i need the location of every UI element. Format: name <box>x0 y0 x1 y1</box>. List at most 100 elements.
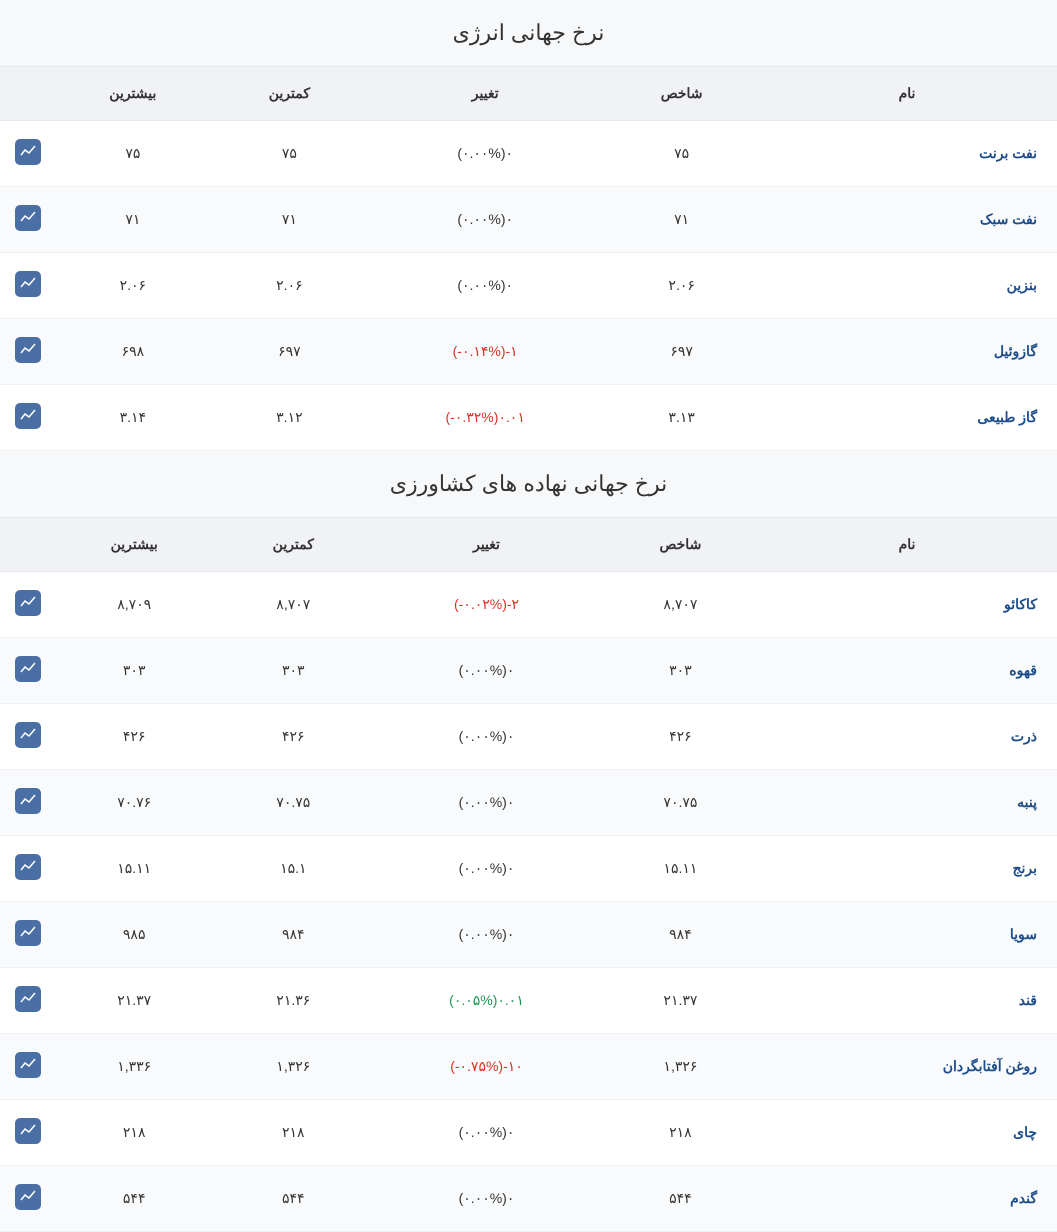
col-high: بیشترین <box>51 67 215 121</box>
chart-icon[interactable] <box>15 1052 41 1078</box>
name-cell[interactable]: برنج <box>757 836 1057 902</box>
energy-table: نام شاخص تغییر کمترین بیشترین نفت برنت۷۵… <box>0 67 1057 451</box>
section-title-agri: نرخ جهانی نهاده های کشاورزی <box>0 451 1057 518</box>
table-row: کاکائو۸,۷۰۷(-۰.۰۲%)-۲۸,۷۰۷۸,۷۰۹ <box>0 572 1057 638</box>
table-row: پنبه۷۰.۷۵(۰.۰۰%)۰۷۰.۷۵۷۰.۷۶ <box>0 770 1057 836</box>
icon-cell <box>0 572 51 638</box>
table-row: سویا۹۸۴(۰.۰۰%)۰۹۸۴۹۸۵ <box>0 902 1057 968</box>
low-cell: ۷۰.۷۵ <box>217 770 369 836</box>
low-cell: ۳.۱۲ <box>215 385 364 451</box>
icon-cell <box>0 319 51 385</box>
agri-tbody: کاکائو۸,۷۰۷(-۰.۰۲%)-۲۸,۷۰۷۸,۷۰۹قهوه۳۰۳(۰… <box>0 572 1057 1232</box>
col-change: تغییر <box>364 67 606 121</box>
change-cell: (-۰.۰۲%)-۲ <box>369 572 604 638</box>
chart-icon[interactable] <box>15 590 41 616</box>
table-row: گاز طبیعی۳.۱۳(-۰.۳۲%)۰.۰۱۳.۱۲۳.۱۴ <box>0 385 1057 451</box>
change-cell: (۰.۰۵%)۰.۰۱ <box>369 968 604 1034</box>
high-cell: ۵۴۴ <box>51 1166 217 1232</box>
index-cell: ۷۰.۷۵ <box>604 770 757 836</box>
chart-icon[interactable] <box>15 656 41 682</box>
name-cell[interactable]: سویا <box>757 902 1057 968</box>
low-cell: ۲.۰۶ <box>215 253 364 319</box>
high-cell: ۷۵ <box>51 121 215 187</box>
name-cell[interactable]: نفت سبک <box>757 187 1057 253</box>
chart-icon[interactable] <box>15 788 41 814</box>
table-row: برنج۱۵.۱۱(۰.۰۰%)۰۱۵.۱۱۵.۱۱ <box>0 836 1057 902</box>
chart-icon[interactable] <box>15 403 41 429</box>
change-cell: (۰.۰۰%)۰ <box>364 253 606 319</box>
table-row: نفت برنت۷۵(۰.۰۰%)۰۷۵۷۵ <box>0 121 1057 187</box>
index-cell: ۱۵.۱۱ <box>604 836 757 902</box>
change-cell: (۰.۰۰%)۰ <box>364 121 606 187</box>
index-cell: ۲۱.۳۷ <box>604 968 757 1034</box>
low-cell: ۴۲۶ <box>217 704 369 770</box>
high-cell: ۳.۱۴ <box>51 385 215 451</box>
low-cell: ۲۱۸ <box>217 1100 369 1166</box>
high-cell: ۹۸۵ <box>51 902 217 968</box>
section-title-energy: نرخ جهانی انرژی <box>0 0 1057 67</box>
energy-tbody: نفت برنت۷۵(۰.۰۰%)۰۷۵۷۵نفت سبک۷۱(۰.۰۰%)۰۷… <box>0 121 1057 451</box>
icon-cell <box>0 836 51 902</box>
high-cell: ۲۱.۳۷ <box>51 968 217 1034</box>
index-cell: ۵۴۴ <box>604 1166 757 1232</box>
name-cell[interactable]: گاز طبیعی <box>757 385 1057 451</box>
chart-icon[interactable] <box>15 205 41 231</box>
icon-cell <box>0 1166 51 1232</box>
high-cell: ۱۵.۱۱ <box>51 836 217 902</box>
low-cell: ۷۱ <box>215 187 364 253</box>
name-cell[interactable]: قهوه <box>757 638 1057 704</box>
name-cell[interactable]: گازوئیل <box>757 319 1057 385</box>
chart-icon[interactable] <box>15 722 41 748</box>
chart-icon[interactable] <box>15 271 41 297</box>
name-cell[interactable]: پنبه <box>757 770 1057 836</box>
change-cell: (-۰.۷۵%)-۱۰ <box>369 1034 604 1100</box>
table-row: گازوئیل۶۹۷(-۰.۱۴%)-۱۶۹۷۶۹۸ <box>0 319 1057 385</box>
icon-cell <box>0 1100 51 1166</box>
table-row: قهوه۳۰۳(۰.۰۰%)۰۳۰۳۳۰۳ <box>0 638 1057 704</box>
low-cell: ۳۰۳ <box>217 638 369 704</box>
index-cell: ۹۸۴ <box>604 902 757 968</box>
chart-icon[interactable] <box>15 139 41 165</box>
icon-cell <box>0 1034 51 1100</box>
table-row: گندم۵۴۴(۰.۰۰%)۰۵۴۴۵۴۴ <box>0 1166 1057 1232</box>
name-cell[interactable]: نفت برنت <box>757 121 1057 187</box>
chart-icon[interactable] <box>15 337 41 363</box>
high-cell: ۴۲۶ <box>51 704 217 770</box>
name-cell[interactable]: قند <box>757 968 1057 1034</box>
table-header-row: نام شاخص تغییر کمترین بیشترین <box>0 518 1057 572</box>
agri-table: نام شاخص تغییر کمترین بیشترین کاکائو۸,۷۰… <box>0 518 1057 1232</box>
icon-cell <box>0 121 51 187</box>
icon-cell <box>0 770 51 836</box>
name-cell[interactable]: گندم <box>757 1166 1057 1232</box>
high-cell: ۱,۳۳۶ <box>51 1034 217 1100</box>
change-cell: (۰.۰۰%)۰ <box>369 704 604 770</box>
icon-cell <box>0 187 51 253</box>
col-icon <box>0 518 51 572</box>
change-cell: (-۰.۱۴%)-۱ <box>364 319 606 385</box>
index-cell: ۳۰۳ <box>604 638 757 704</box>
index-cell: ۴۲۶ <box>604 704 757 770</box>
table-row: قند۲۱.۳۷(۰.۰۵%)۰.۰۱۲۱.۳۶۲۱.۳۷ <box>0 968 1057 1034</box>
table-row: نفت سبک۷۱(۰.۰۰%)۰۷۱۷۱ <box>0 187 1057 253</box>
chart-icon[interactable] <box>15 920 41 946</box>
change-cell: (۰.۰۰%)۰ <box>369 770 604 836</box>
page-container: نرخ جهانی انرژی نام شاخص تغییر کمترین بی… <box>0 0 1057 1232</box>
low-cell: ۱۵.۱ <box>217 836 369 902</box>
chart-icon[interactable] <box>15 1118 41 1144</box>
name-cell[interactable]: روغن آفتابگردان <box>757 1034 1057 1100</box>
name-cell[interactable]: چای <box>757 1100 1057 1166</box>
high-cell: ۸,۷۰۹ <box>51 572 217 638</box>
chart-icon[interactable] <box>15 986 41 1012</box>
chart-icon[interactable] <box>15 1184 41 1210</box>
name-cell[interactable]: کاکائو <box>757 572 1057 638</box>
chart-icon[interactable] <box>15 854 41 880</box>
index-cell: ۱,۳۲۶ <box>604 1034 757 1100</box>
change-cell: (۰.۰۰%)۰ <box>369 638 604 704</box>
col-low: کمترین <box>215 67 364 121</box>
index-cell: ۶۹۷ <box>606 319 757 385</box>
col-index: شاخص <box>604 518 757 572</box>
name-cell[interactable]: بنزین <box>757 253 1057 319</box>
high-cell: ۷۰.۷۶ <box>51 770 217 836</box>
low-cell: ۲۱.۳۶ <box>217 968 369 1034</box>
name-cell[interactable]: ذرت <box>757 704 1057 770</box>
